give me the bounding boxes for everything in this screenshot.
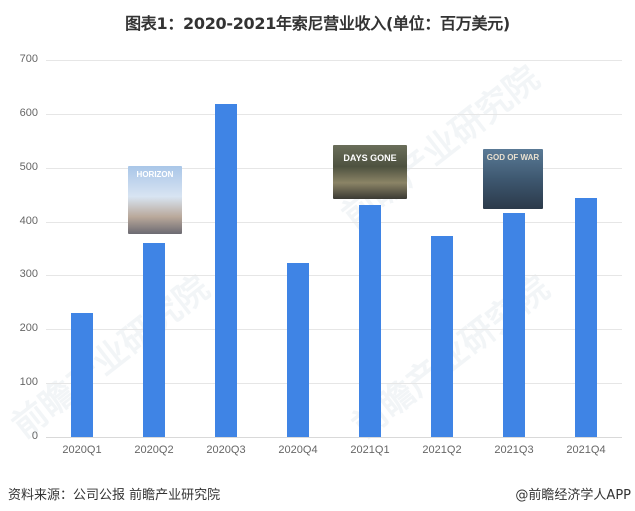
game-cover-image: DAYS GONE [333, 145, 407, 199]
x-tick-label: 2021Q2 [422, 444, 462, 456]
watermark: 前瞻产业研究院 [5, 268, 218, 447]
gridline [46, 275, 622, 276]
bar-2021Q2 [431, 235, 453, 437]
credit-note: @前瞻经济学人APP [515, 488, 631, 503]
bar-2021Q1 [359, 205, 381, 437]
game-cover-image: HORIZON [128, 166, 182, 234]
bar-2020Q2 [143, 243, 165, 437]
x-tick-label: 2020Q3 [206, 444, 246, 456]
x-tick-label: 2021Q4 [566, 444, 606, 456]
bar-2020Q1 [71, 313, 93, 437]
x-tick-label: 2020Q1 [62, 444, 102, 456]
x-tick-label: 2021Q3 [494, 444, 534, 456]
x-tick-label: 2020Q2 [134, 444, 174, 456]
y-tick-label: 300 [19, 268, 38, 280]
game-cover-title: HORIZON [136, 170, 174, 179]
x-tick-label: 2020Q4 [278, 444, 318, 456]
gridline [46, 329, 622, 330]
gridline [46, 114, 622, 115]
game-cover-image: GOD OF WAR [483, 149, 543, 209]
y-tick-label: 700 [19, 53, 38, 65]
y-tick-label: 500 [19, 161, 38, 173]
y-tick-label: 200 [19, 322, 38, 334]
gridline [46, 383, 622, 384]
y-tick-label: 100 [19, 376, 38, 388]
bar-2021Q3 [503, 213, 525, 437]
y-tick-label: 600 [19, 107, 38, 119]
bar-2021Q4 [575, 197, 597, 437]
x-tick-label: 2021Q1 [350, 444, 390, 456]
chart-title: 图表1：2020-2021年索尼营业收入(单位：百万美元) [125, 14, 510, 33]
gridline [46, 222, 622, 223]
bar-2020Q3 [215, 104, 237, 437]
y-tick-label: 400 [19, 215, 38, 227]
bar-2020Q4 [287, 262, 309, 437]
game-cover-title: DAYS GONE [343, 153, 397, 163]
game-cover-title: GOD OF WAR [486, 153, 540, 162]
source-note: 资料来源：公司公报 前瞻产业研究院 [8, 488, 221, 503]
x-axis-line [46, 437, 622, 438]
gridline [46, 60, 622, 61]
y-tick-label: 0 [31, 430, 38, 442]
